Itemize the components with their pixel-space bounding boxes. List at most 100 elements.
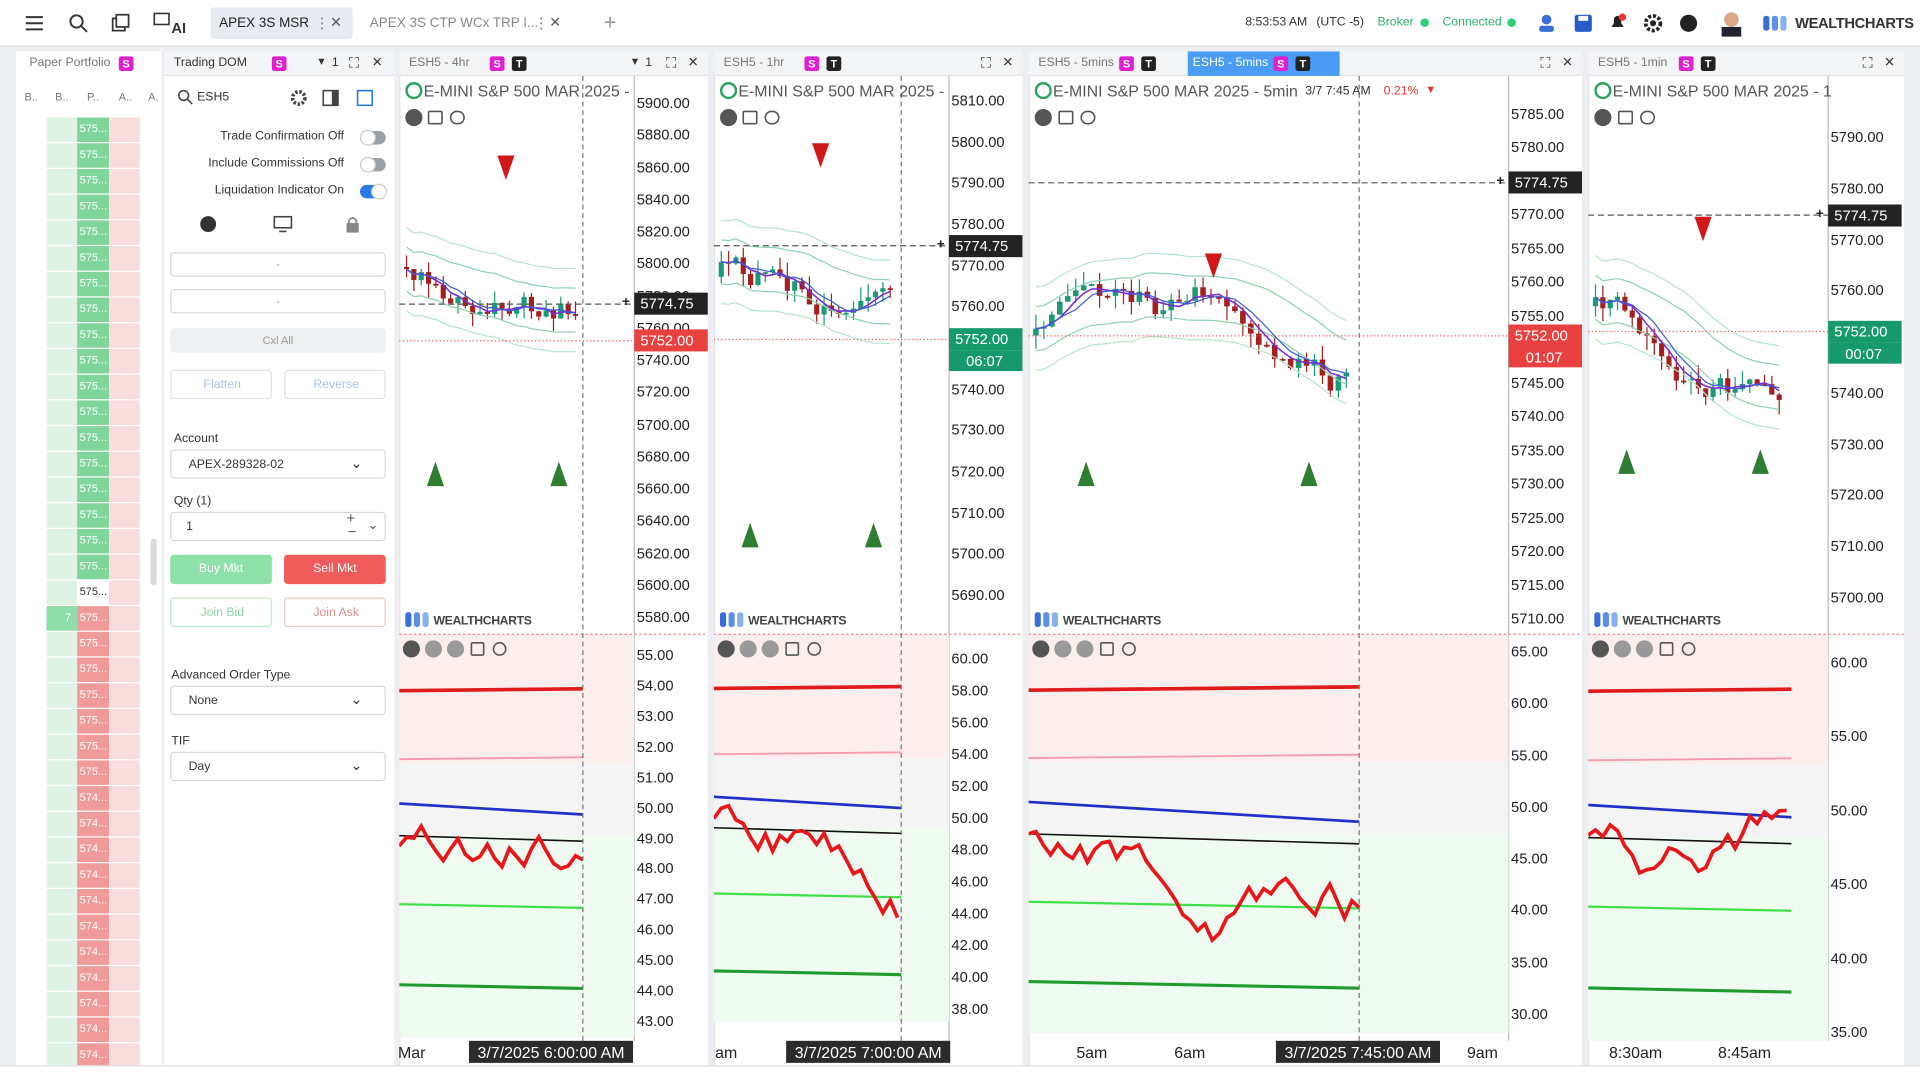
toggle-switch[interactable] bbox=[360, 129, 386, 146]
portfolio-tab[interactable]: Paper Portfolio bbox=[29, 56, 111, 70]
chart-tool[interactable] bbox=[448, 108, 468, 128]
workspace-tab[interactable]: APEX 3S MSR ⋮ × bbox=[210, 7, 353, 40]
chart-tool[interactable] bbox=[741, 108, 761, 128]
indicator-tool[interactable] bbox=[1119, 639, 1139, 659]
chart-close[interactable]: × bbox=[1884, 51, 1895, 72]
price-cell: 575... bbox=[77, 194, 109, 220]
indicator-tool[interactable] bbox=[402, 639, 422, 659]
indicator-tool[interactable] bbox=[468, 639, 488, 659]
chart-expand[interactable]: ⛶ bbox=[1540, 53, 1551, 72]
price-label: 574... bbox=[79, 996, 108, 1009]
chart-badge: S bbox=[1678, 56, 1694, 72]
osc-tick-label: 44.00 bbox=[951, 904, 989, 923]
reverse-button[interactable]: Reverse bbox=[284, 369, 386, 400]
chart-tool[interactable] bbox=[1057, 108, 1077, 128]
chart-tool[interactable] bbox=[1079, 108, 1099, 128]
indicator-tool[interactable] bbox=[490, 639, 510, 659]
save-icon[interactable] bbox=[1573, 13, 1593, 33]
price-cell: 575... bbox=[77, 374, 109, 400]
avatar[interactable] bbox=[1719, 10, 1743, 37]
dom-settings[interactable] bbox=[289, 88, 309, 108]
candle-body bbox=[492, 302, 498, 314]
windows-icon[interactable] bbox=[111, 13, 131, 33]
alert-icon[interactable] bbox=[1608, 12, 1628, 32]
chart-close[interactable]: × bbox=[1002, 51, 1013, 72]
qty-input[interactable]: 1 + − ⌄ bbox=[170, 511, 386, 542]
dom-symbol[interactable]: ESH5 bbox=[197, 90, 230, 105]
ai-icon[interactable] bbox=[153, 11, 173, 31]
join-bid-button[interactable]: Join Bid bbox=[170, 597, 272, 627]
chart-close[interactable]: × bbox=[688, 51, 699, 72]
indicator-tool[interactable] bbox=[1075, 639, 1095, 659]
chart-tool[interactable] bbox=[404, 108, 424, 128]
dom-close[interactable]: × bbox=[372, 51, 383, 72]
chart-tool[interactable] bbox=[763, 108, 783, 128]
rsi-line bbox=[1588, 808, 1787, 876]
indicator-tool[interactable] bbox=[1679, 639, 1699, 659]
tab-close[interactable]: × bbox=[330, 12, 342, 34]
search-icon[interactable] bbox=[69, 13, 89, 33]
settings-icon[interactable] bbox=[1643, 13, 1663, 33]
chart-tool[interactable] bbox=[1593, 108, 1613, 128]
indicator-tool[interactable] bbox=[804, 639, 824, 659]
buy-button[interactable]: Buy Mkt bbox=[170, 554, 272, 585]
chart-tab[interactable]: ESH5 - 5mins S T bbox=[1187, 51, 1340, 76]
indicator-tool[interactable] bbox=[446, 639, 466, 659]
toggle-switch[interactable] bbox=[360, 156, 386, 173]
candle-body bbox=[1732, 389, 1738, 393]
cancel-all-button[interactable]: Cxl All bbox=[170, 328, 386, 353]
indicator-tool[interactable] bbox=[1031, 639, 1051, 659]
buy-signal bbox=[1077, 461, 1095, 487]
envelope-line bbox=[1035, 272, 1347, 341]
dom-expand[interactable]: ⛶ bbox=[348, 53, 360, 72]
chart-tab[interactable]: ESH5 - 4hr S T bbox=[404, 51, 551, 75]
chart-tool[interactable] bbox=[1638, 108, 1658, 128]
indicator-tool[interactable] bbox=[760, 639, 780, 659]
osc-tick-label: 60.00 bbox=[1511, 694, 1548, 712]
dom-dropdown[interactable]: ▾ bbox=[318, 55, 325, 69]
dom-link[interactable] bbox=[355, 88, 375, 108]
indicator-tool[interactable] bbox=[738, 639, 758, 659]
indicator-tool[interactable] bbox=[782, 639, 802, 659]
help-icon[interactable] bbox=[1679, 13, 1699, 33]
chart-expand[interactable]: ⛶ bbox=[980, 53, 992, 72]
tif-select[interactable]: Day ⌄ bbox=[170, 751, 386, 782]
add-tab[interactable]: + bbox=[603, 9, 617, 35]
order-type-select[interactable]: None ⌄ bbox=[170, 685, 386, 716]
price-field[interactable]: - bbox=[170, 252, 386, 277]
chart-close[interactable]: × bbox=[1562, 51, 1573, 72]
chart-expand[interactable]: ⛶ bbox=[1862, 53, 1873, 72]
indicator-tool[interactable] bbox=[1053, 639, 1073, 659]
chart-tab[interactable]: ESH5 - 5mins S T bbox=[1033, 51, 1180, 75]
users-icon[interactable] bbox=[1537, 13, 1557, 33]
chart-tool[interactable] bbox=[1616, 108, 1636, 128]
indicator-tool[interactable] bbox=[424, 639, 444, 659]
indicator-tool[interactable] bbox=[1613, 639, 1633, 659]
tab-close[interactable]: × bbox=[549, 12, 561, 34]
dom-layout[interactable] bbox=[321, 88, 341, 108]
chart-tool[interactable] bbox=[426, 108, 446, 128]
chart-tool[interactable] bbox=[1033, 108, 1053, 128]
chart-tab[interactable]: ESH5 - 1hr S T bbox=[719, 51, 866, 75]
chart-title: E-MINI S&P 500 MAR 2025 - 1 bbox=[1612, 82, 1832, 101]
indicator-tool[interactable] bbox=[1097, 639, 1117, 659]
chart-tool[interactable] bbox=[719, 108, 739, 128]
menu-icon[interactable] bbox=[24, 13, 44, 33]
workspace-tab[interactable]: APEX 3S CTP WCx TRP I... ⋮ × bbox=[361, 7, 572, 39]
indicator-tool[interactable] bbox=[716, 639, 736, 659]
indicator-tool[interactable] bbox=[1657, 639, 1677, 659]
price-field[interactable]: - bbox=[170, 288, 386, 314]
join-ask-button[interactable]: Join Ask bbox=[284, 597, 386, 627]
toggle-switch[interactable] bbox=[360, 183, 387, 200]
indicator-tool[interactable] bbox=[1635, 639, 1655, 659]
indicator-tool[interactable] bbox=[1591, 639, 1611, 659]
account-select[interactable]: APEX-289328-02 ⌄ bbox=[170, 449, 386, 479]
chart-tab[interactable]: ESH5 - 1min S T bbox=[1593, 51, 1740, 75]
side bbox=[331, 90, 338, 106]
price-tick-label: 5790.00 bbox=[951, 174, 1005, 192]
sell-button[interactable]: Sell Mkt bbox=[284, 554, 386, 585]
chart-expand[interactable]: ⛶ bbox=[666, 53, 677, 72]
chart-title: E-MINI S&P 500 MAR 2025 - 5min bbox=[1053, 82, 1298, 101]
chart-dropdown[interactable]: ▾ bbox=[631, 55, 638, 69]
flatten-button[interactable]: Flatten bbox=[170, 369, 272, 400]
